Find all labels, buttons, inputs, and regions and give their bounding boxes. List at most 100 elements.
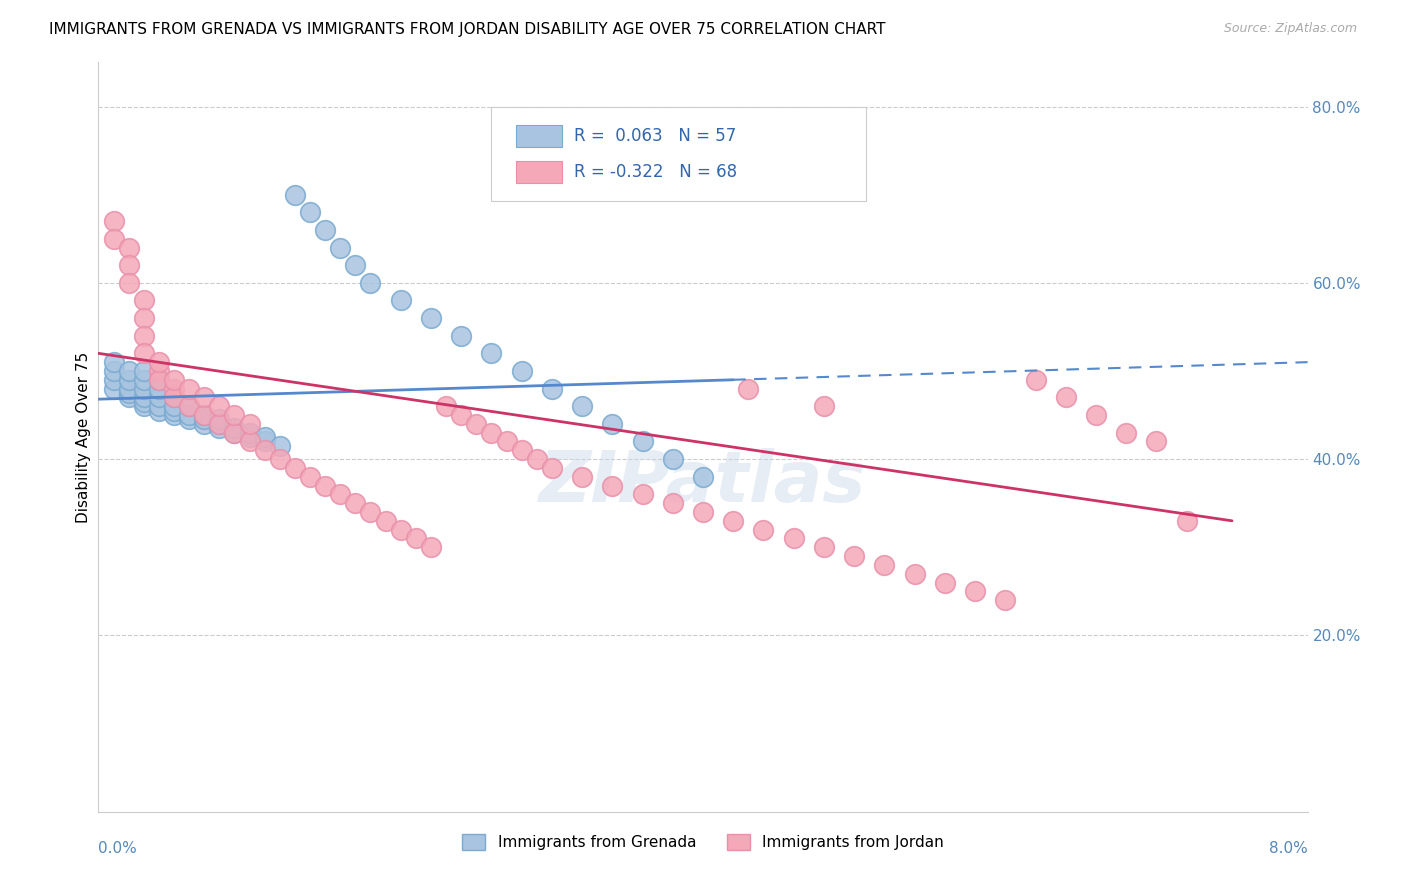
Point: [163, 382, 186, 396]
Point: [163, 391, 186, 405]
Point: [253, 443, 276, 458]
Point: [526, 452, 548, 467]
Point: [193, 391, 215, 405]
Point: [239, 417, 262, 431]
Point: [163, 403, 186, 417]
Point: [314, 478, 336, 492]
Point: [661, 452, 683, 467]
Point: [179, 399, 201, 413]
Point: [132, 391, 155, 405]
Point: [253, 430, 276, 444]
Point: [118, 276, 141, 290]
Point: [132, 311, 155, 326]
Point: [481, 425, 503, 440]
Point: [450, 328, 472, 343]
Point: [994, 593, 1017, 607]
Point: [299, 469, 322, 483]
Point: [344, 496, 367, 510]
Bar: [516, 125, 561, 147]
Point: [208, 417, 231, 431]
Point: [193, 408, 215, 422]
Point: [420, 541, 443, 555]
Point: [360, 276, 382, 290]
Point: [118, 373, 141, 387]
Point: [873, 558, 896, 572]
Point: [510, 364, 533, 378]
Point: [103, 355, 125, 369]
Point: [132, 373, 155, 387]
Point: [934, 575, 956, 590]
Text: 8.0%: 8.0%: [1268, 841, 1308, 856]
Text: 0.0%: 0.0%: [98, 841, 138, 856]
Legend: Immigrants from Grenada, Immigrants from Jordan: Immigrants from Grenada, Immigrants from…: [457, 829, 949, 856]
Point: [193, 408, 215, 422]
Point: [723, 514, 745, 528]
Point: [360, 505, 382, 519]
Point: [208, 412, 231, 426]
Text: ZIPatlas: ZIPatlas: [540, 448, 866, 516]
Point: [374, 514, 396, 528]
Point: [389, 293, 412, 308]
Point: [540, 461, 562, 475]
Point: [179, 382, 201, 396]
Point: [465, 417, 488, 431]
Point: [103, 232, 125, 246]
Point: [752, 523, 775, 537]
Point: [224, 408, 246, 422]
Point: [239, 430, 262, 444]
Point: [450, 408, 472, 422]
Point: [163, 391, 186, 405]
Point: [193, 412, 215, 426]
Point: [148, 399, 170, 413]
Point: [148, 373, 170, 387]
Point: [602, 478, 624, 492]
Point: [661, 496, 683, 510]
Point: [813, 541, 835, 555]
Point: [692, 505, 714, 519]
Point: [1025, 373, 1047, 387]
Bar: [516, 161, 561, 183]
Point: [284, 187, 307, 202]
Text: R =  0.063   N = 57: R = 0.063 N = 57: [574, 127, 735, 145]
Text: IMMIGRANTS FROM GRENADA VS IMMIGRANTS FROM JORDAN DISABILITY AGE OVER 75 CORRELA: IMMIGRANTS FROM GRENADA VS IMMIGRANTS FR…: [49, 22, 886, 37]
Point: [163, 399, 186, 413]
Point: [571, 399, 593, 413]
Point: [434, 399, 457, 413]
Point: [1175, 514, 1198, 528]
Point: [224, 421, 246, 435]
Point: [329, 241, 352, 255]
Point: [179, 408, 201, 422]
Point: [163, 373, 186, 387]
Point: [1085, 408, 1108, 422]
Point: [904, 566, 927, 581]
Point: [692, 469, 714, 483]
Point: [540, 382, 562, 396]
Point: [481, 346, 503, 360]
Point: [253, 434, 276, 449]
Point: [269, 452, 291, 467]
Point: [118, 382, 141, 396]
Point: [118, 386, 141, 401]
Point: [495, 434, 517, 449]
Point: [208, 417, 231, 431]
Point: [163, 408, 186, 422]
Point: [602, 417, 624, 431]
Point: [103, 364, 125, 378]
Point: [148, 391, 170, 405]
Point: [239, 425, 262, 440]
Y-axis label: Disability Age Over 75: Disability Age Over 75: [76, 351, 91, 523]
Point: [420, 311, 443, 326]
Point: [224, 425, 246, 440]
Point: [208, 421, 231, 435]
Point: [103, 214, 125, 228]
Point: [239, 434, 262, 449]
Point: [148, 364, 170, 378]
Point: [179, 412, 201, 426]
Point: [813, 399, 835, 413]
Point: [965, 584, 987, 599]
Text: Source: ZipAtlas.com: Source: ZipAtlas.com: [1223, 22, 1357, 36]
Point: [118, 241, 141, 255]
Point: [132, 346, 155, 360]
Point: [132, 382, 155, 396]
Point: [314, 223, 336, 237]
